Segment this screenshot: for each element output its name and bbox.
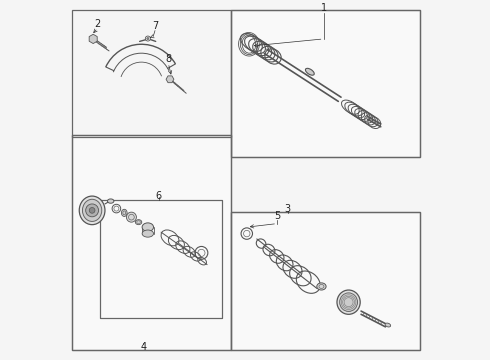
Bar (72, 135, 231, 350)
Ellipse shape (122, 209, 127, 216)
Ellipse shape (82, 199, 102, 221)
Text: 8: 8 (165, 54, 172, 64)
Bar (231, 212, 420, 350)
Bar (100, 200, 222, 318)
Text: 6: 6 (155, 191, 162, 201)
Bar (72, 10, 231, 137)
Circle shape (126, 212, 136, 222)
Ellipse shape (305, 68, 314, 75)
Circle shape (86, 204, 98, 217)
Ellipse shape (317, 283, 326, 290)
Text: 7: 7 (152, 21, 158, 31)
Bar (231, 212, 420, 350)
Circle shape (89, 207, 95, 213)
Ellipse shape (142, 223, 153, 231)
Bar (231, 10, 420, 157)
Text: 1: 1 (320, 3, 327, 13)
Ellipse shape (340, 293, 358, 311)
Text: 5: 5 (274, 211, 280, 221)
Text: 3: 3 (285, 204, 291, 213)
Bar (231, 10, 420, 157)
Bar (72, 135, 231, 350)
Ellipse shape (107, 199, 114, 203)
Ellipse shape (385, 323, 391, 327)
Ellipse shape (142, 230, 153, 237)
Bar (100, 200, 222, 318)
Text: 4: 4 (140, 342, 146, 352)
Ellipse shape (337, 290, 360, 314)
Circle shape (147, 37, 149, 40)
Polygon shape (166, 76, 174, 83)
Ellipse shape (135, 220, 142, 225)
Ellipse shape (79, 196, 105, 225)
Text: 2: 2 (95, 19, 101, 28)
Circle shape (146, 36, 150, 41)
Polygon shape (89, 34, 97, 44)
